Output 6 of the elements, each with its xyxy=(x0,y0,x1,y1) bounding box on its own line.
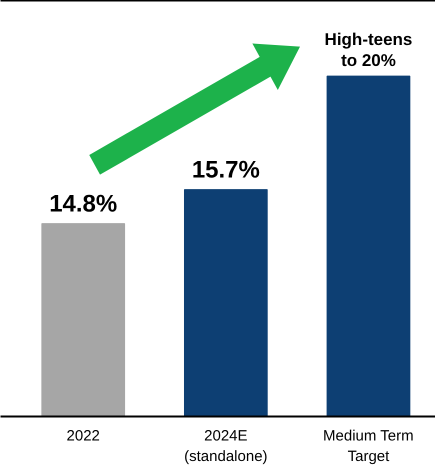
x-tick-label: 2024E (standalone) xyxy=(184,428,268,465)
data-label: High-teens to 20% xyxy=(324,30,412,70)
x-tick-label: 2022 xyxy=(66,428,100,444)
x-tick-label: Medium Term Target xyxy=(323,428,414,465)
data-label: 15.7% xyxy=(192,156,260,184)
data-label: 14.8% xyxy=(49,190,118,218)
